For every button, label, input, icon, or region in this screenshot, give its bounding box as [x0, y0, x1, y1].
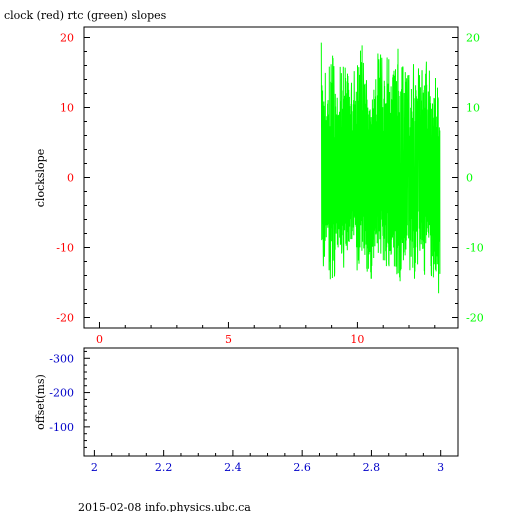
- slope-y2-tick-label: 20: [466, 32, 480, 45]
- slope-x-tick-label: 10: [350, 333, 364, 346]
- slope-y-axis-label: clockslope: [34, 149, 47, 207]
- footer-credit: 2015-02-08 info.physics.ubc.ca: [78, 501, 251, 512]
- offset-y-tick-label: -300: [49, 352, 74, 365]
- offset-x-tick-label: 3: [437, 461, 444, 474]
- offset-chart-frame: [83, 347, 459, 457]
- slope-y-tick-label: 0: [67, 172, 74, 185]
- slope-y2-tick-label: 0: [466, 172, 473, 185]
- slope-y2-tick-label: -20: [466, 312, 484, 325]
- rtc-slope-series: [320, 42, 441, 294]
- offset-x-tick-label: 2.6: [293, 461, 311, 474]
- slope-x-tick-label: 0: [96, 333, 103, 346]
- offset-x-tick-label: 2: [91, 461, 98, 474]
- offset-chart-axes: -100 -200 -300 2 2.2 2.4 2.6 2.8 3: [49, 350, 444, 474]
- offset-y-tick-label: -100: [49, 421, 74, 434]
- offset-y-tick-label: -200: [49, 387, 74, 400]
- offset-chart-panel: -100 -200 -300 2 2.2 2.4 2.6 2.8 3 offset(ms): [34, 347, 459, 474]
- slope-y-tick-label: -10: [56, 242, 74, 255]
- offset-x-tick-label: 2.8: [363, 461, 381, 474]
- slope-y2-tick-label: -10: [466, 242, 484, 255]
- offset-y-axis-label: offset(ms): [34, 374, 47, 430]
- offset-x-tick-label: 2.4: [224, 461, 242, 474]
- slope-chart-axes: -20 -10 0 10 20 -20 -10 0 10 20 0 5 10: [56, 32, 483, 347]
- slope-y-tick-label: -20: [56, 312, 74, 325]
- rtc-slope-line: [320, 42, 441, 294]
- chart-title: clock (red) rtc (green) slopes: [4, 9, 167, 22]
- slope-y2-tick-label: 10: [466, 102, 480, 115]
- slope-chart-panel: -20 -10 0 10 20 -20 -10 0 10 20 0 5 10 clockslope: [34, 26, 484, 347]
- slope-x-tick-label: 5: [225, 333, 232, 346]
- slope-y-tick-label: 10: [60, 102, 74, 115]
- offset-x-tick-label: 2.2: [155, 461, 173, 474]
- slope-y-tick-label: 20: [60, 32, 74, 45]
